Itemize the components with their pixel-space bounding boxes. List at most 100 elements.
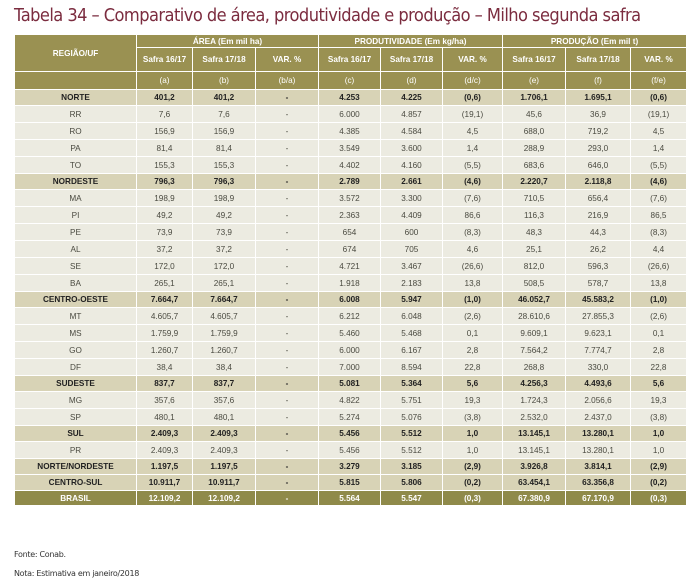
value-cell: - <box>255 408 319 426</box>
value-cell: 705 <box>380 240 443 258</box>
value-cell: - <box>255 358 319 376</box>
region-cell: BRASIL <box>14 490 137 506</box>
value-cell: 63.356,8 <box>565 474 631 491</box>
table-row: GO 1.260,7 1.260,7-6.000 6.167 2,8 7.564,2 7.7… <box>14 341 688 359</box>
header-letter: (b) <box>192 71 256 90</box>
value-cell: 5.947 <box>380 291 443 308</box>
value-cell: 288,9 <box>502 139 566 157</box>
value-cell: 3.572 <box>318 189 381 207</box>
value-cell: 3.300 <box>380 189 443 207</box>
value-cell: - <box>255 122 319 140</box>
value-cell: 156,9 <box>136 122 193 140</box>
value-cell: (7,6) <box>442 189 503 207</box>
value-cell: 172,0 <box>136 257 193 275</box>
value-cell: 4.160 <box>380 156 443 174</box>
value-cell: 7,6 <box>136 105 193 123</box>
region-cell: NORTE <box>14 89 137 106</box>
value-cell: 13.145,1 <box>502 441 566 459</box>
header-group-area: ÁREA (Em mil ha) <box>136 34 319 48</box>
value-cell: 2.409,3 <box>192 441 256 459</box>
subtotal-row: CENTRO-SUL 10.911,7 10.911,7-5.815 5.806 (0,… <box>14 474 688 491</box>
table-row: SP 480,1 480,1-5.274 5.076 (3,8) 2.532,0 2.437… <box>14 408 688 426</box>
region-cell: BA <box>14 274 137 292</box>
value-cell: 4.225 <box>380 89 443 106</box>
value-cell: 28.610,6 <box>502 307 566 325</box>
header-subcol: VAR. % <box>255 47 319 72</box>
value-cell: (0,6) <box>629 89 688 106</box>
value-cell: 7.564,2 <box>502 341 566 359</box>
value-cell: 1,0 <box>442 441 503 459</box>
value-cell: 5.076 <box>380 408 443 426</box>
value-cell: 646,0 <box>565 156 631 174</box>
value-cell: - <box>255 375 319 392</box>
value-cell: 6.048 <box>380 307 443 325</box>
value-cell: - <box>255 324 319 342</box>
value-cell: 1.759,9 <box>192 324 256 342</box>
value-cell: 1.197,5 <box>192 458 256 475</box>
value-cell: - <box>255 189 319 207</box>
value-cell: 4.822 <box>318 391 381 409</box>
value-cell: 5.456 <box>318 425 381 442</box>
value-cell: 2.409,3 <box>136 425 193 442</box>
value-cell: (4,6) <box>629 173 688 190</box>
value-cell: 44,3 <box>565 223 631 241</box>
table-row: PI 49,2 49,2-2.363 4.409 86,6 116,3 216,9 86,5 <box>14 206 688 224</box>
value-cell: 5.815 <box>318 474 381 491</box>
value-cell: 22,8 <box>442 358 503 376</box>
header-region: REGIÃO/UF <box>14 34 137 72</box>
value-cell: (4,6) <box>442 173 503 190</box>
region-cell: SUDESTE <box>14 375 137 392</box>
value-cell: 3.600 <box>380 139 443 157</box>
header-letter: (a) <box>136 71 193 90</box>
region-cell: RO <box>14 122 137 140</box>
value-cell: 1,0 <box>629 441 688 459</box>
value-cell: - <box>255 89 319 106</box>
value-cell: 265,1 <box>192 274 256 292</box>
value-cell: 5.460 <box>318 324 381 342</box>
estimate-note: Nota: Estimativa em janeiro/2018 <box>14 569 140 578</box>
value-cell: - <box>255 441 319 459</box>
header-letter: (d/c) <box>442 71 503 90</box>
value-cell: 4.584 <box>380 122 443 140</box>
value-cell: (5,5) <box>442 156 503 174</box>
total-row: BRASIL 12.109,2 12.109,2-5.564 5.547 (0,3) 67… <box>14 490 688 506</box>
value-cell: 5.806 <box>380 474 443 491</box>
value-cell: 7.774,7 <box>565 341 631 359</box>
value-cell: 1.724,3 <box>502 391 566 409</box>
value-cell: - <box>255 105 319 123</box>
value-cell: 49,2 <box>192 206 256 224</box>
value-cell: 7.000 <box>318 358 381 376</box>
header-group-production: PRODUÇÃO (Em mil t) <box>501 34 688 48</box>
value-cell: (19,1) <box>629 105 688 123</box>
value-cell: - <box>255 240 319 258</box>
value-cell: 1.759,9 <box>136 324 193 342</box>
region-cell: NORDESTE <box>14 173 137 190</box>
value-cell: (7,6) <box>629 189 688 207</box>
value-cell: 9.609,1 <box>502 324 566 342</box>
value-cell: (8,3) <box>442 223 503 241</box>
value-cell: 837,7 <box>192 375 256 392</box>
value-cell: 10.911,7 <box>136 474 193 491</box>
value-cell: 2.661 <box>380 173 443 190</box>
subtotal-row: NORTE/NORDESTE 1.197,5 1.197,5-3.279 3.185(… <box>14 458 688 475</box>
value-cell: 0,1 <box>629 324 688 342</box>
value-cell: 5.751 <box>380 391 443 409</box>
value-cell: 3.814,1 <box>565 458 631 475</box>
value-cell: - <box>255 274 319 292</box>
value-cell: 6.000 <box>318 105 381 123</box>
value-cell: (3,8) <box>629 408 688 426</box>
value-cell: 81,4 <box>192 139 256 157</box>
region-cell: MA <box>14 189 137 207</box>
value-cell: (3,8) <box>442 408 503 426</box>
header-letter: (e) <box>502 71 566 90</box>
data-table: REGIÃO/UF ÁREA (Em mil ha) PRODUTIVIDADE… <box>14 34 688 506</box>
value-cell: 480,1 <box>192 408 256 426</box>
value-cell: (2,9) <box>629 458 688 475</box>
value-cell: (0,6) <box>442 89 503 106</box>
value-cell: 2.220,7 <box>502 173 566 190</box>
value-cell: 1.260,7 <box>136 341 193 359</box>
value-cell: 4.256,3 <box>502 375 566 392</box>
header-subcol: VAR. % <box>629 47 688 72</box>
value-cell: 73,9 <box>136 223 193 241</box>
value-cell: 293,0 <box>565 139 631 157</box>
